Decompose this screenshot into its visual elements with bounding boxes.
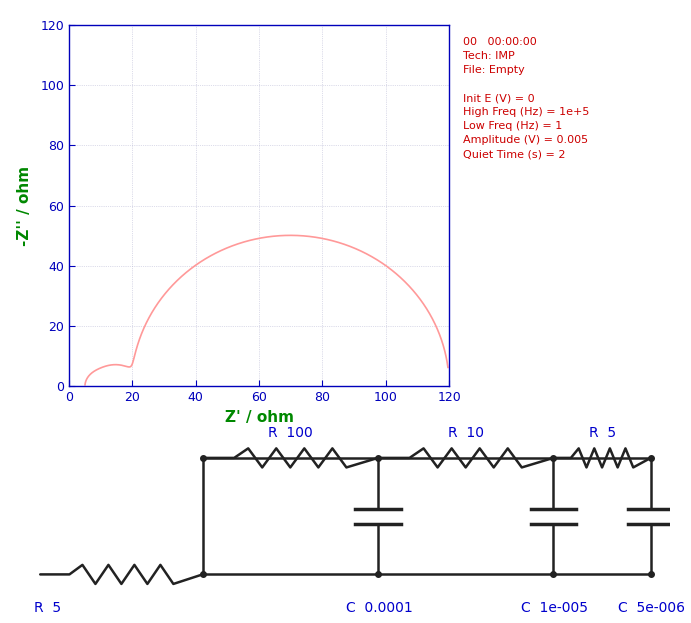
Y-axis label: -Z'' / ohm: -Z'' / ohm (17, 166, 32, 245)
Text: 00   00:00:00
Tech: IMP
File: Empty

Init E (V) = 0
High Freq (Hz) = 1e+5
Low Fr: 00 00:00:00 Tech: IMP File: Empty Init E… (463, 37, 589, 159)
Text: C  5e-006: C 5e-006 (618, 601, 685, 615)
Text: C  1e-005: C 1e-005 (521, 601, 588, 615)
Text: C  0.0001: C 0.0001 (346, 601, 413, 615)
X-axis label: Z' / ohm: Z' / ohm (225, 410, 294, 425)
Text: R  5: R 5 (34, 601, 61, 615)
Text: R  5: R 5 (589, 426, 616, 440)
Text: R  10: R 10 (448, 426, 484, 440)
Text: R  100: R 100 (268, 426, 312, 440)
